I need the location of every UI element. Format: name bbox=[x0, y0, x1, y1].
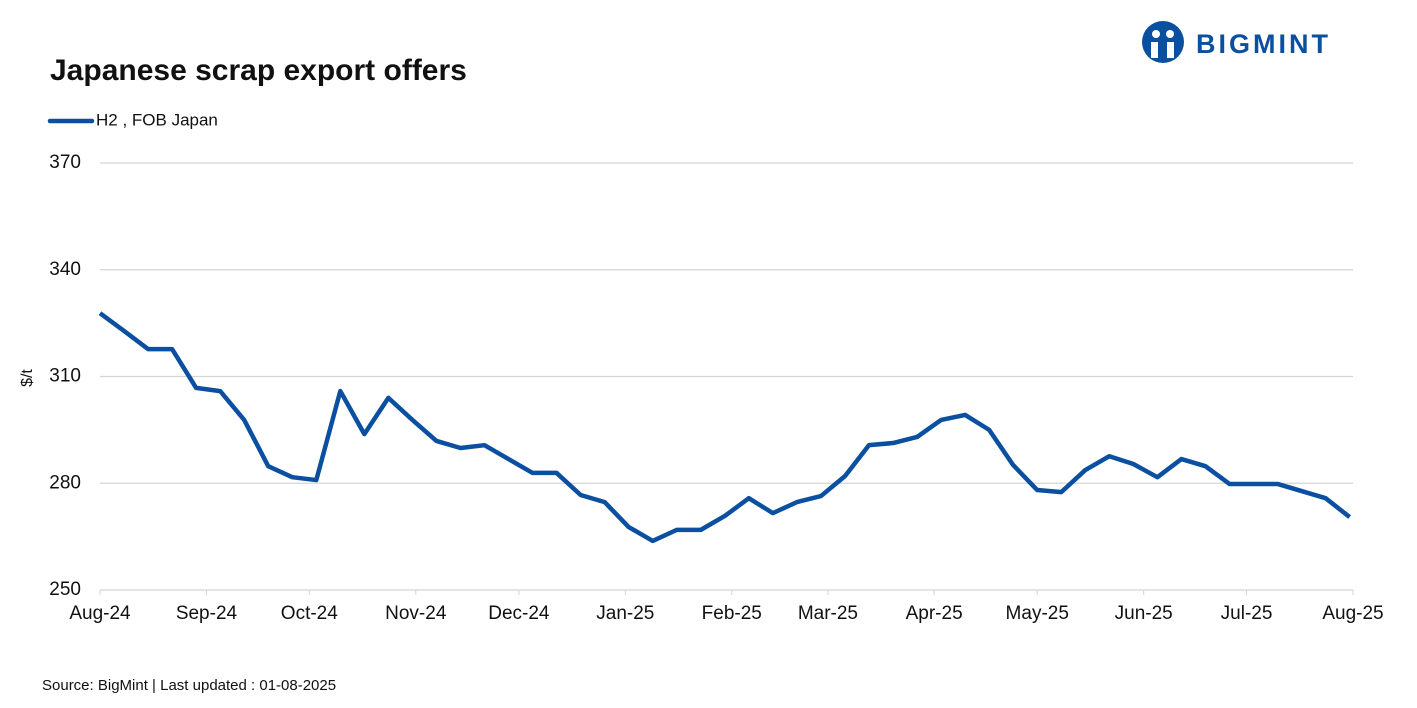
x-tick-label: Feb-25 bbox=[702, 603, 762, 624]
y-tick-label: 250 bbox=[49, 579, 81, 600]
logo: BIGMINT bbox=[1142, 21, 1331, 63]
y-tick-label: 340 bbox=[49, 259, 81, 280]
source-note: Source: BigMint | Last updated : 01-08-2… bbox=[42, 677, 336, 694]
x-tick-label: Mar-25 bbox=[798, 603, 858, 624]
logo-icon bbox=[1142, 21, 1184, 63]
legend-label: H2 , FOB Japan bbox=[96, 110, 218, 129]
x-tick-label: Jan-25 bbox=[596, 603, 654, 624]
y-tick-label: 370 bbox=[49, 152, 81, 173]
x-tick-label: Jun-25 bbox=[1115, 603, 1173, 624]
x-tick-label: Oct-24 bbox=[281, 603, 338, 624]
x-tick-label: Aug-25 bbox=[1322, 603, 1383, 624]
logo-icon-dot bbox=[1152, 30, 1160, 38]
logo-icon-shape bbox=[1151, 42, 1174, 58]
x-tick-label: Apr-25 bbox=[906, 603, 963, 624]
y-tick-label: 280 bbox=[49, 472, 81, 493]
x-tick-label: Aug-24 bbox=[69, 603, 131, 624]
x-tick-label: Jul-25 bbox=[1221, 603, 1273, 624]
x-tick-label: Sep-24 bbox=[176, 603, 238, 624]
x-tick-label: Dec-24 bbox=[488, 603, 550, 624]
chart-title: Japanese scrap export offers bbox=[50, 54, 467, 87]
logo-icon-dot bbox=[1166, 30, 1174, 38]
data-line bbox=[98, 311, 1352, 544]
y-tick-label: 310 bbox=[49, 366, 81, 387]
x-tick-label: May-25 bbox=[1006, 603, 1069, 624]
y-axis-label: $/t bbox=[19, 369, 36, 387]
x-tick-label: Nov-24 bbox=[385, 603, 447, 624]
logo-text: BIGMINT bbox=[1196, 29, 1331, 59]
